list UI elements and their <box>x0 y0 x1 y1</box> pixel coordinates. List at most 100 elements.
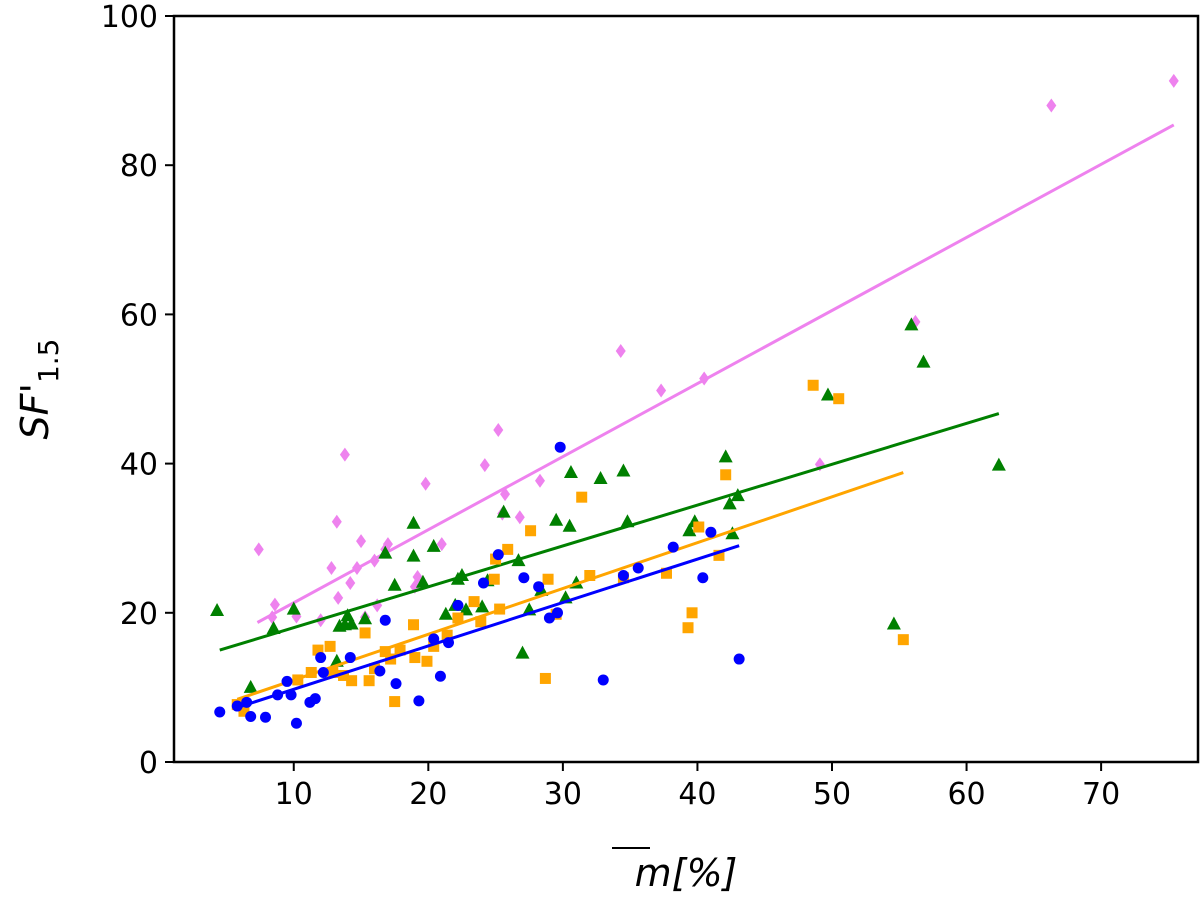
data-point-blue <box>597 674 609 686</box>
data-point-green <box>286 601 301 615</box>
data-point-violet <box>269 597 280 612</box>
data-point-green <box>549 512 564 526</box>
data-point-orange <box>897 634 909 646</box>
data-point-green <box>438 606 453 620</box>
data-point-orange <box>368 663 380 675</box>
data-point-orange <box>576 491 588 503</box>
data-point-green <box>820 387 835 401</box>
data-point-blue <box>543 612 555 624</box>
data-point-orange <box>338 669 350 681</box>
y-tick-label: 100 <box>101 0 158 35</box>
series-violet <box>253 73 1179 628</box>
data-point-violet <box>356 534 367 549</box>
x-tick-label: 60 <box>947 777 985 812</box>
data-point-orange <box>363 675 375 687</box>
data-point-blue <box>317 666 329 678</box>
data-point-green <box>426 538 441 552</box>
data-point-green <box>515 645 530 659</box>
series-orange <box>231 379 909 717</box>
data-point-green <box>387 577 402 591</box>
data-point-violet <box>656 383 667 398</box>
data-point-orange <box>584 570 596 581</box>
data-point-green <box>730 488 745 502</box>
y-axis-label-subscript: 1.5 <box>32 339 65 384</box>
data-point-blue <box>533 581 545 593</box>
data-point-orange <box>833 393 845 405</box>
y-axis-label-main: SF' <box>13 383 57 439</box>
data-point-blue <box>705 526 717 538</box>
data-point-green <box>475 599 490 613</box>
series-blue <box>214 441 745 729</box>
data-point-violet <box>514 510 525 525</box>
data-point-orange <box>713 549 725 561</box>
data-point-blue <box>667 541 679 553</box>
data-point-violet <box>436 537 447 552</box>
data-point-blue <box>413 695 425 707</box>
x-tick-label: 50 <box>813 777 851 812</box>
x-axis-label: m[%] <box>635 851 738 895</box>
data-point-green <box>563 465 578 479</box>
data-point-violet <box>1168 73 1179 88</box>
data-point-green <box>406 548 421 562</box>
data-point-violet <box>1046 98 1057 113</box>
y-tick-label: 80 <box>120 149 158 184</box>
data-point-green <box>496 504 511 518</box>
data-point-orange <box>475 616 487 628</box>
data-point-violet <box>339 447 350 462</box>
x-tick-label: 40 <box>678 777 716 812</box>
data-point-orange <box>409 652 421 664</box>
data-point-green <box>904 317 919 331</box>
y-tick-label: 60 <box>120 298 158 333</box>
data-point-blue <box>390 678 402 690</box>
data-point-violet <box>479 458 490 473</box>
data-point-orange <box>686 607 698 619</box>
data-point-blue <box>697 572 709 584</box>
data-point-green <box>616 463 631 477</box>
data-point-green <box>358 611 373 625</box>
axes: 10 20 30 40 50 60 70 0 20 40 60 80 100 <box>101 0 1120 812</box>
data-point-orange <box>542 573 554 585</box>
data-point-orange <box>389 696 401 708</box>
data-point-orange <box>238 705 250 717</box>
data-point-blue <box>428 633 440 645</box>
data-point-violet <box>615 343 626 358</box>
y-tick-label: 40 <box>120 448 158 483</box>
data-point-green <box>458 602 473 616</box>
fit-line-blue <box>236 544 740 709</box>
data-point-green <box>210 603 225 617</box>
data-point-green <box>916 354 931 368</box>
x-tick-label: 20 <box>409 777 447 812</box>
fit-line-orange <box>236 471 904 701</box>
data-point-orange <box>452 612 464 624</box>
data-point-orange <box>807 379 819 391</box>
data-point-green <box>593 471 608 485</box>
data-point-green <box>991 457 1006 471</box>
data-point-violet <box>345 575 356 590</box>
data-point-orange <box>305 666 317 678</box>
data-point-blue <box>344 652 356 664</box>
data-point-blue <box>551 607 563 619</box>
data-point-violet <box>493 423 504 438</box>
data-point-green <box>378 545 393 559</box>
data-point-orange <box>327 666 339 678</box>
data-point-orange <box>346 675 358 687</box>
x-tick-label: 70 <box>1082 777 1120 812</box>
data-point-orange <box>502 543 514 555</box>
fit-line-violet <box>256 123 1175 624</box>
data-point-blue <box>309 693 321 705</box>
fit-line-green <box>219 412 1000 652</box>
data-point-orange <box>525 525 537 537</box>
data-point-blue <box>290 717 302 729</box>
data-point-violet <box>420 476 431 491</box>
data-point-green <box>722 496 737 510</box>
data-point-violet <box>333 590 344 605</box>
data-point-green <box>718 449 733 463</box>
data-point-green <box>682 523 697 537</box>
data-point-orange <box>379 646 391 658</box>
data-point-violet <box>253 542 264 557</box>
plot-frame <box>172 14 1200 764</box>
data-point-orange <box>468 596 480 608</box>
data-point-blue <box>260 711 272 723</box>
data-point-orange <box>312 644 324 656</box>
